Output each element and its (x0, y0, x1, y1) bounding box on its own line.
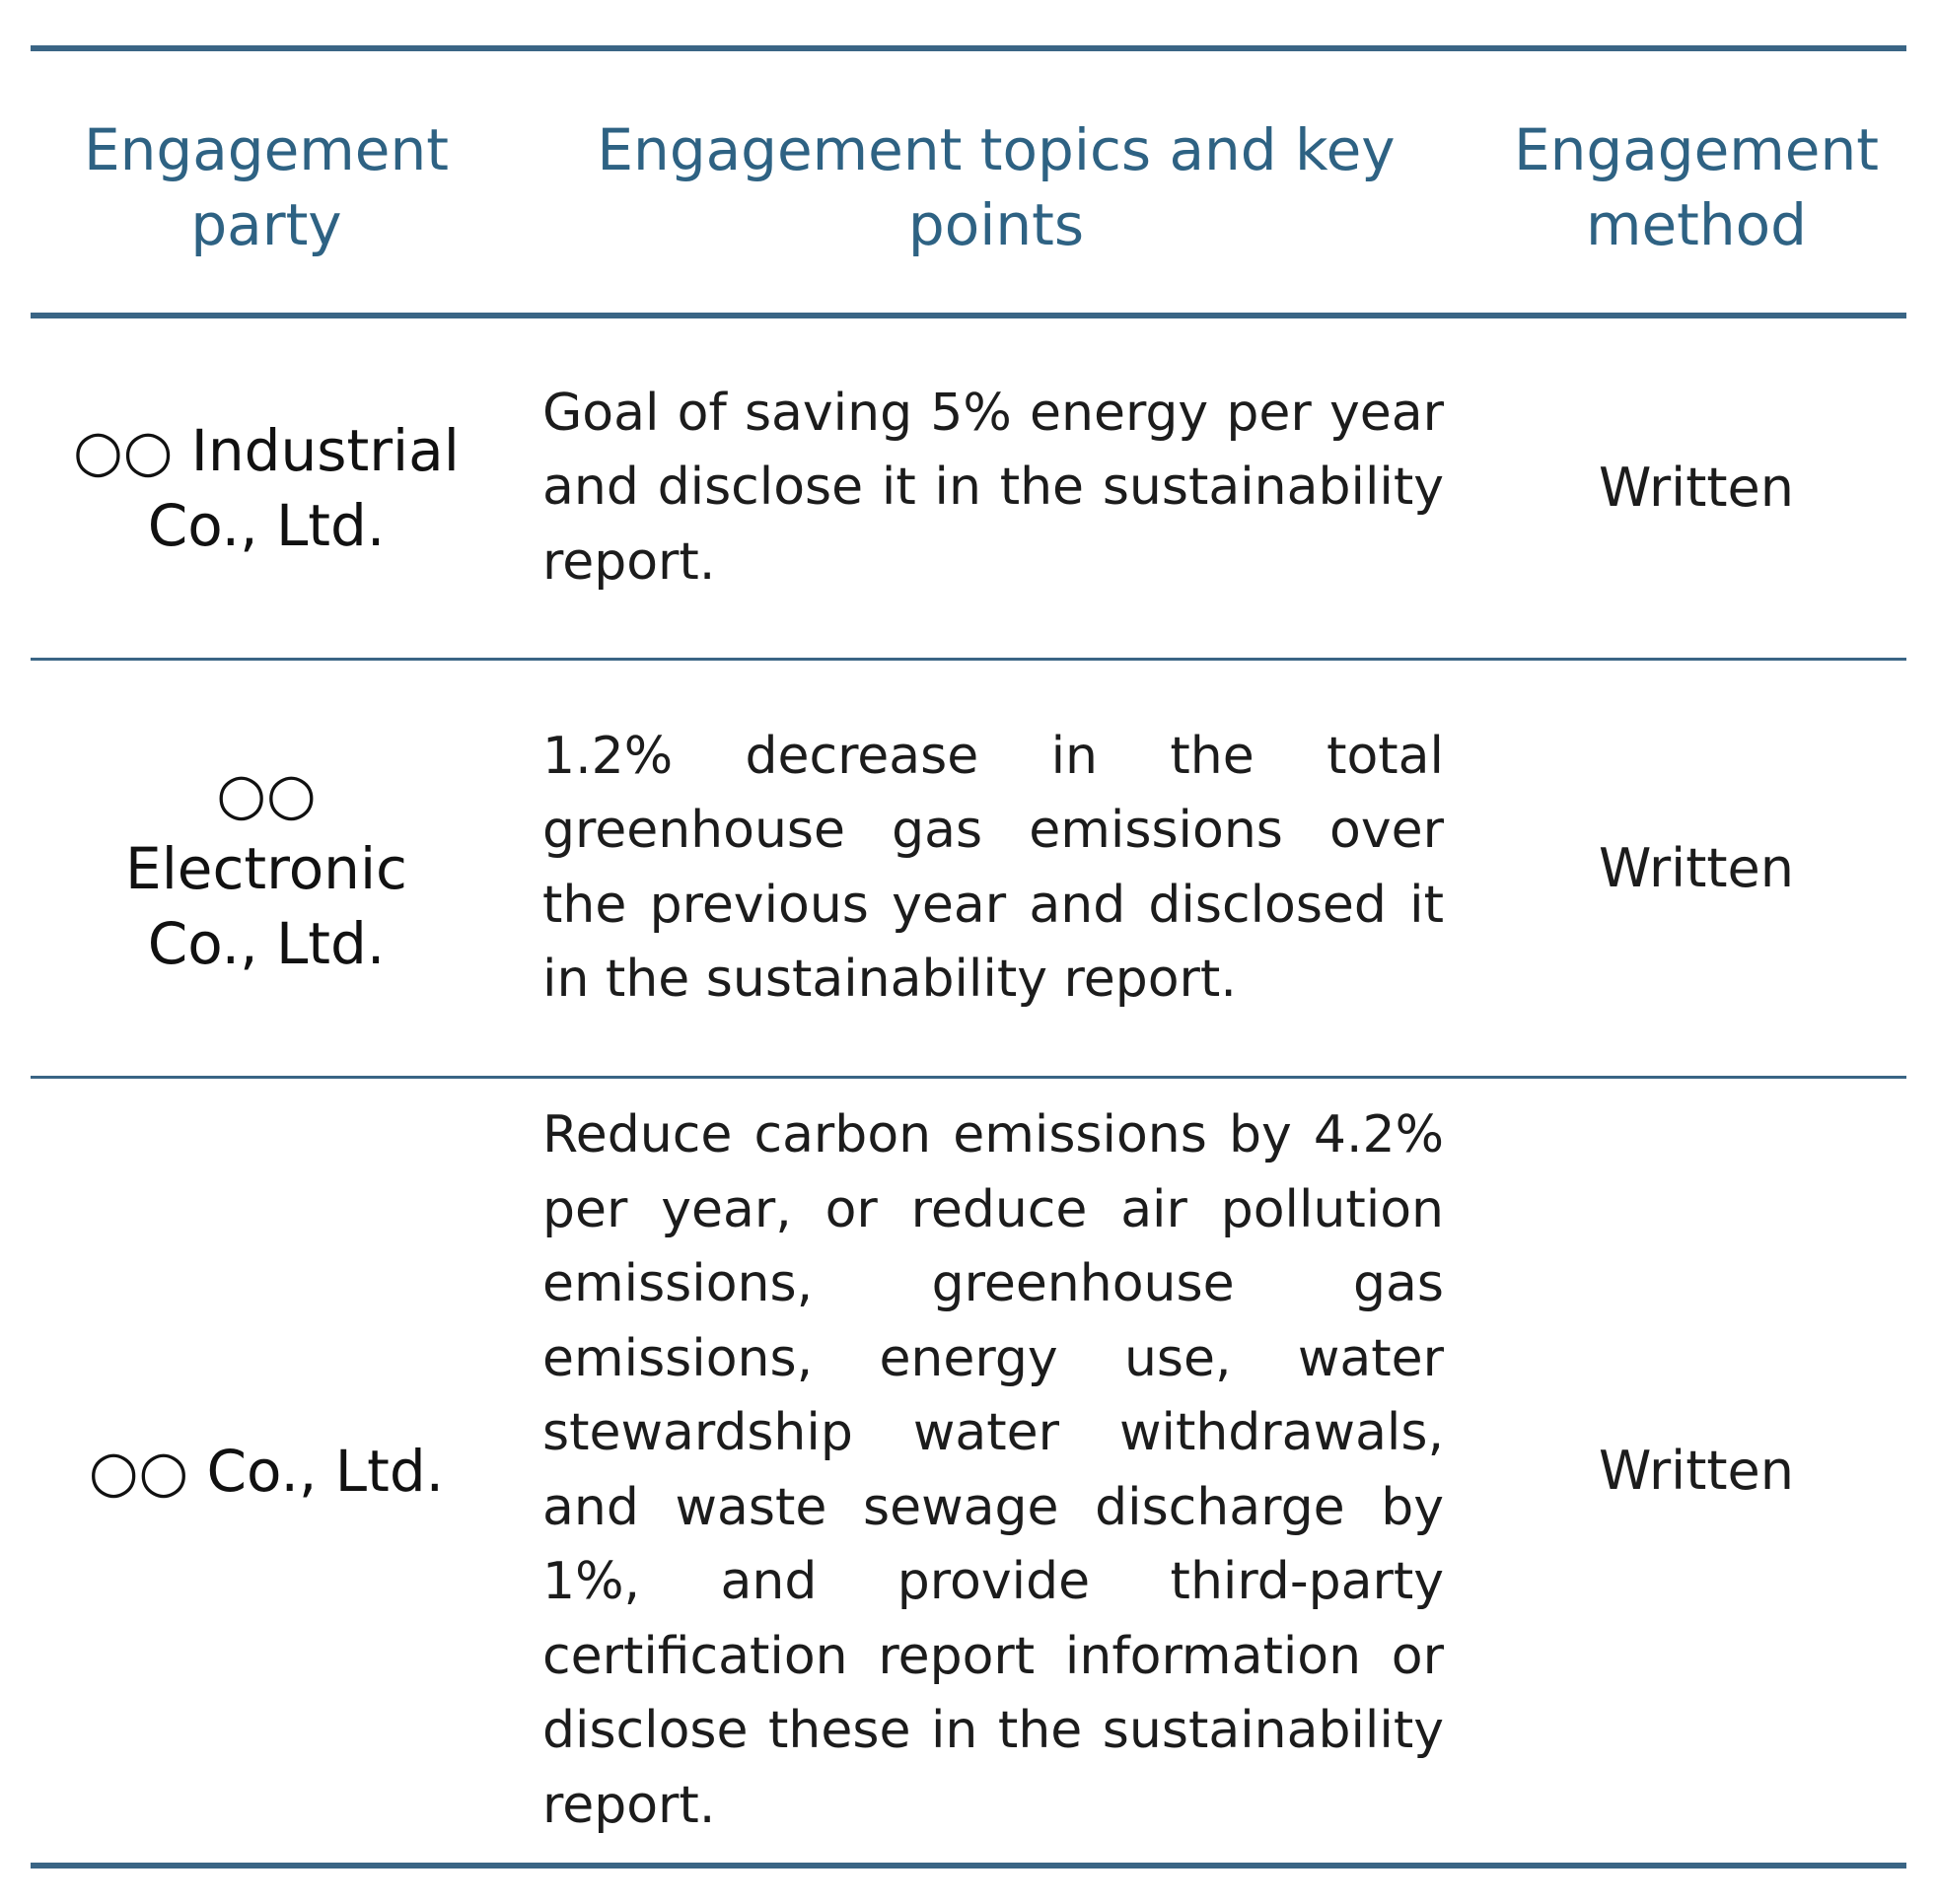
row-1-party-text: ○○ Industrial Co., Ltd. (73, 417, 460, 559)
row-3-topics: Reduce carbon emissions by 4.2% per year… (542, 1079, 1444, 1863)
row-divider (31, 658, 1906, 661)
row-divider (31, 1076, 1906, 1079)
header-bottom-rule (31, 313, 1906, 318)
row-2-method: Written (1509, 661, 1884, 1076)
row-1-method-text: Written (1599, 457, 1794, 519)
row-2-method-text: Written (1599, 836, 1794, 899)
row-3-party-text: ○○ Co., Ltd. (88, 1437, 445, 1505)
row-3-party: ○○ Co., Ltd. (59, 1079, 473, 1863)
row-2-party-text: ○○ Electronic Co., Ltd. (125, 759, 407, 977)
row-2-topics: 1.2% decrease in the total greenhouse ga… (542, 661, 1444, 1076)
row-1-topics: Goal of saving 5% energy per year and di… (542, 318, 1444, 658)
header-engagement-party-label: Engagement party (84, 116, 449, 258)
header-engagement-method-label: Engagement method (1514, 116, 1879, 258)
row-1-party: ○○ Industrial Co., Ltd. (69, 318, 464, 658)
row-1-method: Written (1509, 318, 1884, 658)
row-2-topics-text: 1.2% decrease in the total greenhouse ga… (542, 726, 1444, 1010)
row-3-method: Written (1509, 1079, 1884, 1863)
row-3-topics-text: Reduce carbon emissions by 4.2% per year… (542, 1105, 1444, 1835)
header-engagement-topics: Engagement topics and key points (582, 112, 1410, 262)
header-engagement-topics-label: Engagement topics and key points (597, 116, 1396, 258)
row-2-party: ○○ Electronic Co., Ltd. (99, 661, 434, 1076)
table-bottom-rule (31, 1863, 1906, 1869)
table-top-rule (31, 45, 1906, 51)
row-1-topics-text: Goal of saving 5% energy per year and di… (542, 383, 1444, 592)
row-3-method-text: Written (1599, 1439, 1794, 1502)
header-engagement-party: Engagement party (59, 112, 473, 262)
header-engagement-method: Engagement method (1509, 112, 1884, 262)
